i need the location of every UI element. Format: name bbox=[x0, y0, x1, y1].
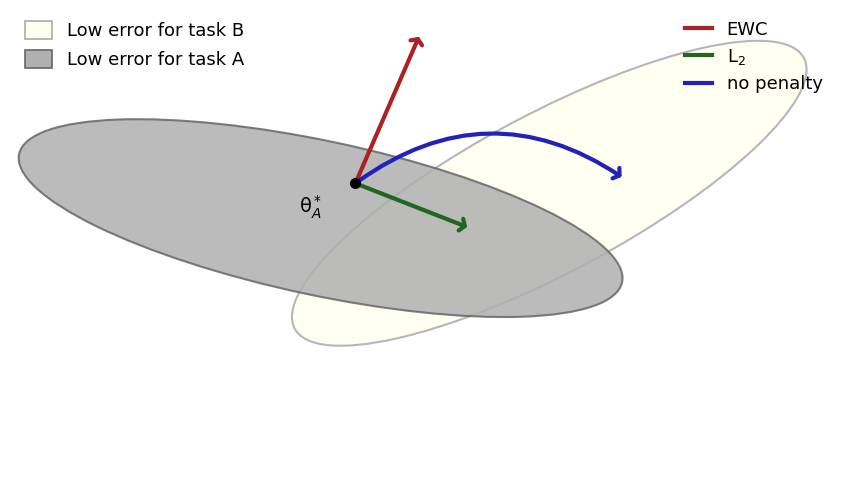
Legend: EWC, L$_2$, no penalty: EWC, L$_2$, no penalty bbox=[680, 15, 828, 98]
Ellipse shape bbox=[292, 41, 806, 346]
Ellipse shape bbox=[19, 119, 622, 317]
Text: θ$_A^*$: θ$_A^*$ bbox=[299, 193, 322, 221]
